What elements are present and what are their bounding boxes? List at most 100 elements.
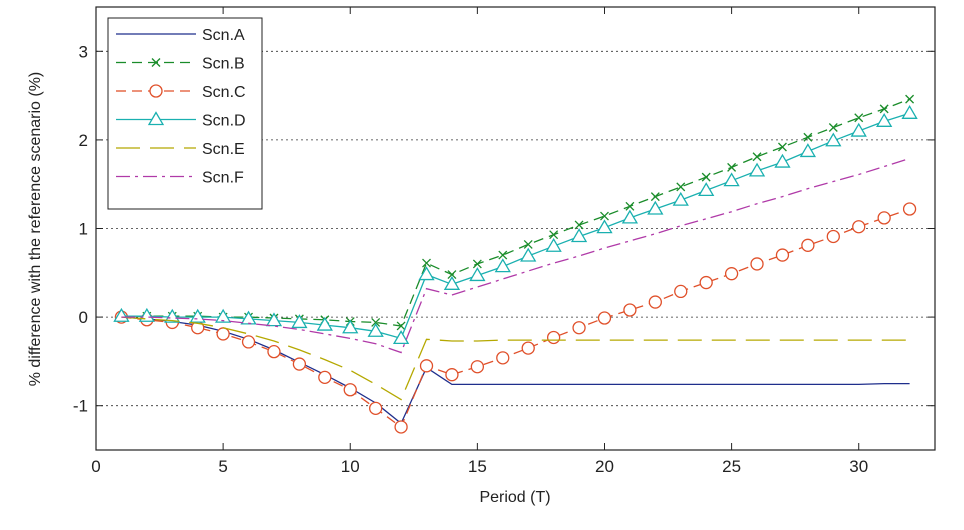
data-point	[496, 351, 510, 365]
data-point	[676, 182, 686, 192]
legend-box	[107, 17, 263, 210]
data-point	[701, 172, 711, 182]
data-point	[318, 370, 332, 384]
data-point	[164, 308, 181, 323]
data-point	[826, 229, 840, 244]
data-point	[545, 237, 562, 252]
data-point	[394, 420, 408, 434]
data-point	[472, 259, 482, 269]
legend-item: Scn.C	[116, 84, 246, 101]
data-point	[151, 58, 161, 67]
data-point	[825, 132, 842, 147]
data-point	[752, 152, 762, 162]
data-point	[445, 368, 459, 382]
y-tick-label: 3	[79, 42, 88, 61]
y-tick-label: 0	[79, 308, 88, 327]
series-scn-f	[121, 157, 910, 354]
data-point	[852, 220, 866, 234]
data-point	[265, 312, 283, 327]
legend: Scn.A Scn.B Scn.C Scn.D Scn.E Scn.F	[107, 17, 263, 210]
y-tick-label: -1	[73, 397, 88, 416]
data-point	[369, 401, 383, 416]
data-point	[801, 238, 815, 252]
data-point	[750, 257, 764, 271]
x-tick-label: 15	[468, 457, 487, 476]
data-point	[149, 84, 163, 98]
data-point	[570, 228, 588, 243]
legend-label: Scn.E	[202, 141, 245, 158]
data-point	[876, 113, 893, 127]
series-line	[121, 316, 910, 401]
data-point	[597, 311, 612, 325]
x-tick-label: 0	[91, 457, 100, 476]
x-axis-label: Period (T)	[479, 489, 550, 506]
data-point	[147, 111, 165, 126]
data-point	[623, 303, 637, 317]
data-point	[291, 314, 308, 329]
data-point	[699, 275, 713, 290]
y-tick-label: 1	[79, 220, 88, 239]
data-point	[799, 143, 817, 158]
data-point	[828, 123, 838, 132]
data-point	[189, 308, 206, 323]
x-tick-label: 30	[849, 457, 868, 476]
data-point	[850, 122, 867, 137]
data-point	[422, 258, 431, 268]
data-point	[650, 192, 660, 202]
data-point	[523, 239, 533, 249]
legend-item: Scn.E	[116, 141, 245, 158]
series-scn-e	[121, 316, 910, 401]
data-point	[698, 182, 715, 197]
data-point	[674, 284, 688, 299]
data-point	[572, 321, 586, 335]
legend-label: Scn.F	[202, 170, 244, 187]
x-tick-label: 5	[218, 457, 227, 476]
legend-item: Scn.F	[116, 170, 244, 187]
legend-label: Scn.B	[202, 56, 245, 73]
data-point	[443, 276, 461, 290]
data-point	[647, 200, 664, 215]
y-axis-label: % difference with the reference scenario…	[27, 72, 44, 387]
data-point	[371, 317, 381, 327]
x-tick-label: 20	[595, 457, 614, 476]
data-point	[777, 142, 787, 152]
legend-label: Scn.A	[202, 27, 245, 44]
data-point	[267, 345, 281, 359]
x-tick-label: 25	[722, 457, 741, 476]
data-point	[418, 266, 435, 281]
data-point	[803, 132, 813, 142]
legend-label: Scn.C	[202, 84, 246, 101]
data-point	[392, 330, 410, 345]
data-point	[520, 247, 537, 262]
data-point	[621, 209, 639, 224]
data-point	[877, 211, 891, 225]
data-point	[879, 104, 889, 114]
data-point	[470, 360, 485, 374]
series-line	[121, 98, 910, 327]
data-point	[343, 383, 357, 397]
data-point	[292, 357, 307, 371]
y-tick-label: 2	[79, 131, 88, 150]
data-point	[396, 321, 406, 331]
data-point	[367, 322, 384, 337]
legend-item: Scn.A	[116, 27, 245, 44]
data-point	[774, 153, 791, 168]
data-point	[724, 267, 739, 281]
data-point	[775, 248, 790, 262]
data-point	[113, 307, 130, 322]
data-point	[596, 219, 613, 234]
data-point	[419, 359, 434, 373]
data-point	[447, 270, 457, 280]
data-point	[600, 211, 609, 221]
data-point	[342, 319, 359, 334]
data-point	[727, 162, 737, 172]
data-point	[241, 335, 256, 349]
data-point	[214, 308, 232, 323]
data-point	[672, 191, 689, 206]
series-layer	[113, 94, 918, 434]
data-point	[521, 341, 535, 355]
data-point	[494, 258, 511, 273]
data-point	[549, 230, 559, 240]
